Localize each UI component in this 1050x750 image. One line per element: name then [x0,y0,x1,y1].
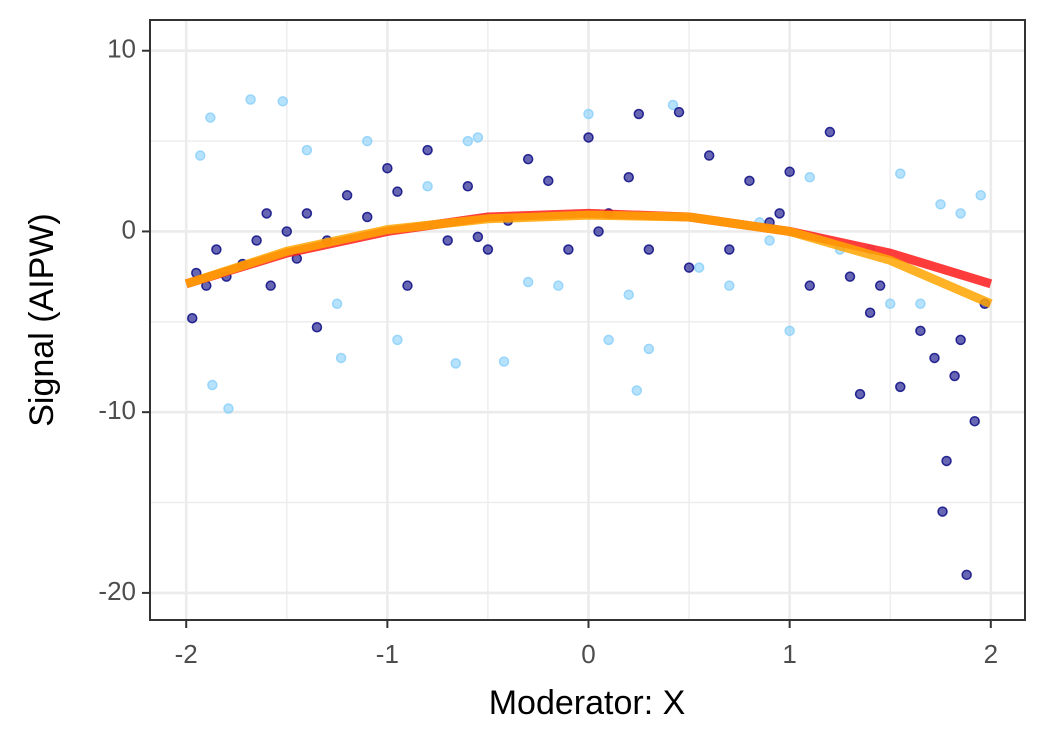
point [277,96,289,107]
point [693,262,705,273]
point [472,132,484,143]
point [422,144,433,156]
x-tick-label: -1 [376,639,399,669]
point [553,280,564,291]
point [643,244,655,255]
point [522,276,534,288]
point [361,135,373,147]
point [667,99,679,111]
point [603,334,614,346]
point [462,181,474,192]
point [583,132,594,143]
x-tick-label: 2 [984,639,998,669]
point [392,186,403,197]
point [335,352,347,364]
point [937,506,948,517]
point [969,415,980,427]
y-tick-label: 0 [122,214,136,244]
point [804,280,816,291]
point [593,226,604,237]
point [895,168,906,179]
point [442,235,453,246]
point [402,280,413,291]
point [895,381,906,393]
point [631,385,643,396]
point [281,226,293,237]
point [955,334,966,346]
point [854,388,866,400]
point [724,280,735,291]
point [462,135,474,147]
point [195,150,206,161]
point [683,262,695,273]
point [804,171,816,183]
point [975,190,986,201]
x-tick-label: -2 [175,639,198,669]
point [874,280,886,291]
x-tick-label: 1 [782,639,796,669]
point [955,208,966,219]
point [522,153,534,165]
point [205,112,216,123]
y-tick-label: -10 [98,395,136,425]
point [915,298,926,309]
point [884,298,896,309]
point [223,403,234,414]
point [784,166,795,178]
point [623,171,634,183]
point [784,325,795,337]
point [941,455,952,467]
y-axis-title: Signal (AIPW) [23,213,61,427]
point [961,569,972,581]
point [251,235,262,246]
x-axis-title: Moderator: X [489,684,686,722]
point [265,280,276,291]
point [482,244,494,255]
point [563,244,574,255]
point [331,298,343,309]
point [623,289,634,300]
point [301,144,313,156]
y-tick-label: 10 [107,34,136,64]
point [935,199,946,210]
point [824,126,836,138]
point [392,334,403,346]
curve [184,210,993,308]
point [774,208,785,219]
point [422,181,433,192]
point [186,312,198,324]
point [724,244,735,255]
point [361,211,373,223]
point [864,307,876,319]
point [844,271,856,282]
point [949,370,960,382]
point [929,352,940,364]
point [311,321,323,333]
point [633,108,645,120]
point [543,175,554,187]
point [703,150,715,161]
point [764,235,775,246]
point [382,162,393,174]
point [261,208,272,219]
point [301,208,313,219]
point [472,231,484,243]
y-tick-label: -20 [98,576,136,606]
x-tick-label: 0 [581,639,595,669]
point [744,175,755,187]
point [498,356,510,367]
point [211,244,222,255]
point [450,358,461,369]
panel-border [149,19,1026,621]
point [341,190,353,201]
point [643,343,655,355]
point [207,379,218,391]
point [673,106,685,118]
point [915,325,926,337]
point [583,108,594,120]
point [245,94,256,105]
